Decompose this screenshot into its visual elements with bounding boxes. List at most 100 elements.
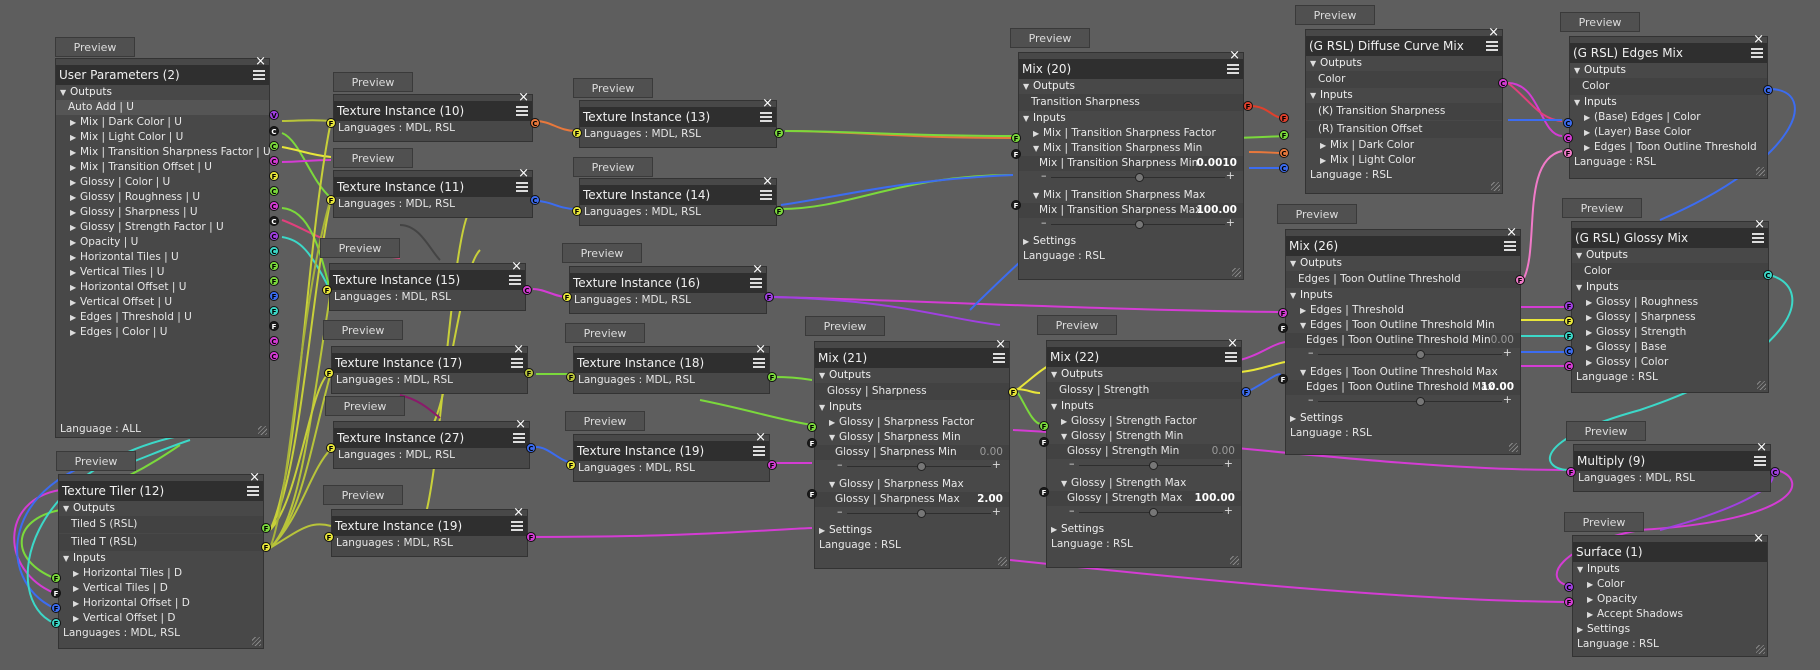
node-title[interactable]: Texture Instance (13) bbox=[580, 107, 776, 127]
output-color[interactable]: Color bbox=[1570, 78, 1767, 95]
input-glossy-sharpness-min[interactable]: ▼ Glossy | Sharpness Min bbox=[829, 431, 961, 443]
menu-icon[interactable] bbox=[1504, 241, 1516, 251]
inputs-section[interactable]: ▼ Inputs bbox=[1023, 112, 1066, 124]
connection-port[interactable]: F bbox=[807, 438, 817, 448]
input-glossy-sharpness-factor[interactable]: ▶ Glossy | Sharpness Factor bbox=[829, 416, 975, 428]
connection-port[interactable]: F bbox=[1279, 113, 1289, 123]
connection-port[interactable]: C bbox=[526, 443, 536, 453]
connection-port[interactable]: F bbox=[1279, 130, 1289, 140]
close-icon[interactable]: × bbox=[1229, 48, 1240, 63]
connection-port[interactable]: F bbox=[269, 291, 279, 301]
connection-port[interactable]: F bbox=[1039, 437, 1049, 447]
preview-button-texture-tiler[interactable]: Preview bbox=[56, 451, 136, 471]
menu-icon[interactable] bbox=[760, 190, 772, 200]
connection-port[interactable]: V bbox=[269, 110, 279, 120]
connection-port[interactable]: F bbox=[566, 460, 576, 470]
user-param-item[interactable]: ▶ Mix | Transition Offset | U bbox=[70, 161, 212, 173]
connection-port[interactable]: C bbox=[269, 216, 279, 226]
close-icon[interactable]: × bbox=[1754, 217, 1765, 232]
input-horizontal-offset[interactable]: ▶ Horizontal Offset | D bbox=[73, 597, 190, 609]
close-icon[interactable]: × bbox=[755, 430, 766, 445]
close-icon[interactable]: × bbox=[1506, 225, 1517, 240]
field-glossy-strength-max[interactable]: Glossy | Strength Max 100.00 bbox=[1047, 491, 1241, 506]
multiply-9-node[interactable]: × Multiply (9) Languages : MDL, RSL bbox=[1573, 441, 1771, 492]
connection-port[interactable]: F bbox=[1008, 387, 1018, 397]
input-glossy-sharpness-max[interactable]: ▼ Glossy | Sharpness Max bbox=[829, 478, 964, 490]
resize-grip[interactable] bbox=[1230, 556, 1239, 565]
input-horizontal-tiles[interactable]: ▶ Horizontal Tiles | D bbox=[73, 567, 183, 579]
connection-port[interactable]: F bbox=[767, 372, 777, 382]
node-title[interactable]: (G RSL) Glossy Mix bbox=[1572, 228, 1768, 248]
user-param-item[interactable]: ▶ Vertical Tiles | U bbox=[70, 266, 165, 278]
input-transition-sharpness-max[interactable]: ▼ Mix | Transition Sharpness Max bbox=[1033, 189, 1206, 201]
user-param-item[interactable]: ▶ Glossy | Roughness | U bbox=[70, 191, 201, 203]
connection-port[interactable]: F bbox=[774, 128, 784, 138]
settings-section[interactable]: ▶ Settings bbox=[1577, 623, 1631, 635]
connection-port[interactable]: C bbox=[1564, 346, 1574, 356]
menu-icon[interactable] bbox=[1751, 48, 1763, 58]
preview-button-mix21[interactable]: Preview bbox=[805, 316, 885, 336]
connection-port[interactable]: F bbox=[269, 306, 279, 316]
preview-button-mix20[interactable]: Preview bbox=[1010, 28, 1090, 48]
connection-port[interactable]: F bbox=[324, 368, 334, 378]
menu-icon[interactable] bbox=[253, 70, 265, 80]
connection-port[interactable]: C bbox=[1564, 582, 1574, 592]
texture-instance-27-node[interactable]: × Texture Instance (27) Languages : MDL,… bbox=[333, 417, 530, 469]
node-title[interactable]: Texture Instance (14) bbox=[580, 185, 776, 205]
node-title[interactable]: Mix (21) bbox=[815, 348, 1009, 368]
settings-section[interactable]: ▶ Settings bbox=[1051, 523, 1105, 535]
node-title[interactable]: Texture Tiler (12) bbox=[59, 481, 263, 501]
close-icon[interactable]: × bbox=[515, 417, 526, 432]
input-k-transition-sharpness[interactable]: (K) Transition Sharpness bbox=[1306, 103, 1502, 120]
connection-port[interactable]: F bbox=[764, 292, 774, 302]
input-glossy-base[interactable]: ▶ Glossy | Base bbox=[1586, 341, 1667, 353]
connection-port[interactable]: F bbox=[807, 489, 817, 499]
slider-transition-sharpness-min[interactable]: – + bbox=[1041, 169, 1235, 182]
close-icon[interactable]: × bbox=[513, 342, 524, 357]
input-transition-sharpness-min[interactable]: ▼ Mix | Transition Sharpness Min bbox=[1033, 142, 1203, 154]
tiled-s-output[interactable]: Tiled S (RSL) bbox=[59, 516, 263, 533]
close-icon[interactable]: × bbox=[762, 96, 773, 111]
connection-port[interactable]: F bbox=[1564, 316, 1574, 326]
input-glossy-strength[interactable]: ▶ Glossy | Strength bbox=[1586, 326, 1687, 338]
connection-port[interactable]: F bbox=[1564, 597, 1574, 607]
connection-port[interactable]: C bbox=[1770, 467, 1780, 477]
texture-instance-17-node[interactable]: × Texture Instance (17) Languages : MDL,… bbox=[331, 342, 528, 394]
menu-icon[interactable] bbox=[513, 433, 525, 443]
menu-icon[interactable] bbox=[750, 278, 762, 288]
user-param-item[interactable]: ▶ Glossy | Sharpness | U bbox=[70, 206, 198, 218]
slider-toon-outline-threshold-max[interactable]: – + bbox=[1308, 393, 1512, 406]
node-title[interactable]: Mix (22) bbox=[1047, 347, 1241, 367]
preview-button-tex19b[interactable]: Preview bbox=[565, 411, 645, 431]
connection-port[interactable]: F bbox=[1566, 467, 1576, 477]
connection-port[interactable]: F bbox=[324, 532, 334, 542]
connection-port[interactable]: F bbox=[326, 118, 336, 128]
connection-port[interactable]: C bbox=[1498, 78, 1508, 88]
preview-button-tex13[interactable]: Preview bbox=[573, 78, 653, 98]
outputs-section[interactable]: ▼ Outputs bbox=[1023, 80, 1075, 92]
outputs-section[interactable]: ▼ Outputs bbox=[1051, 368, 1103, 380]
input-r-transition-offset[interactable]: (R) Transition Offset bbox=[1306, 121, 1502, 138]
outputs-section[interactable]: ▼ Outputs bbox=[63, 502, 115, 514]
user-parameters-node[interactable]: × User Parameters (2) ▼ Outputs Auto Add … bbox=[55, 54, 271, 438]
slider-toon-outline-threshold-min[interactable]: – + bbox=[1308, 346, 1512, 359]
settings-section[interactable]: ▶ Settings bbox=[1023, 235, 1077, 247]
close-icon[interactable]: × bbox=[255, 54, 266, 69]
resize-grip[interactable] bbox=[1509, 443, 1518, 452]
inputs-section[interactable]: ▼ Inputs bbox=[1310, 89, 1353, 101]
inputs-section[interactable]: ▼ Inputs bbox=[1577, 563, 1620, 575]
texture-instance-14-node[interactable]: × Texture Instance (14) Languages : MDL,… bbox=[579, 175, 777, 226]
preview-button-tex16[interactable]: Preview bbox=[562, 243, 642, 263]
connection-port[interactable]: F bbox=[1243, 101, 1253, 111]
node-title[interactable]: Texture Instance (27) bbox=[334, 428, 529, 448]
resize-grip[interactable] bbox=[1756, 167, 1765, 176]
user-param-item[interactable]: ▶ Vertical Offset | U bbox=[70, 296, 173, 308]
field-glossy-sharpness-min[interactable]: Glossy | Sharpness Min 0.00 bbox=[815, 445, 1009, 460]
preview-button-tex27[interactable]: Preview bbox=[325, 396, 405, 416]
field-glossy-sharpness-max[interactable]: Glossy | Sharpness Max 2.00 bbox=[815, 492, 1009, 507]
user-param-item[interactable]: ▶ Edges | Threshold | U bbox=[70, 311, 192, 323]
connection-port[interactable]: F bbox=[269, 261, 279, 271]
close-icon[interactable]: × bbox=[511, 259, 522, 274]
texture-instance-10-node[interactable]: × Texture Instance (10) Languages : MDL,… bbox=[333, 91, 533, 142]
input-edges-threshold[interactable]: ▶ Edges | Threshold bbox=[1300, 304, 1404, 316]
